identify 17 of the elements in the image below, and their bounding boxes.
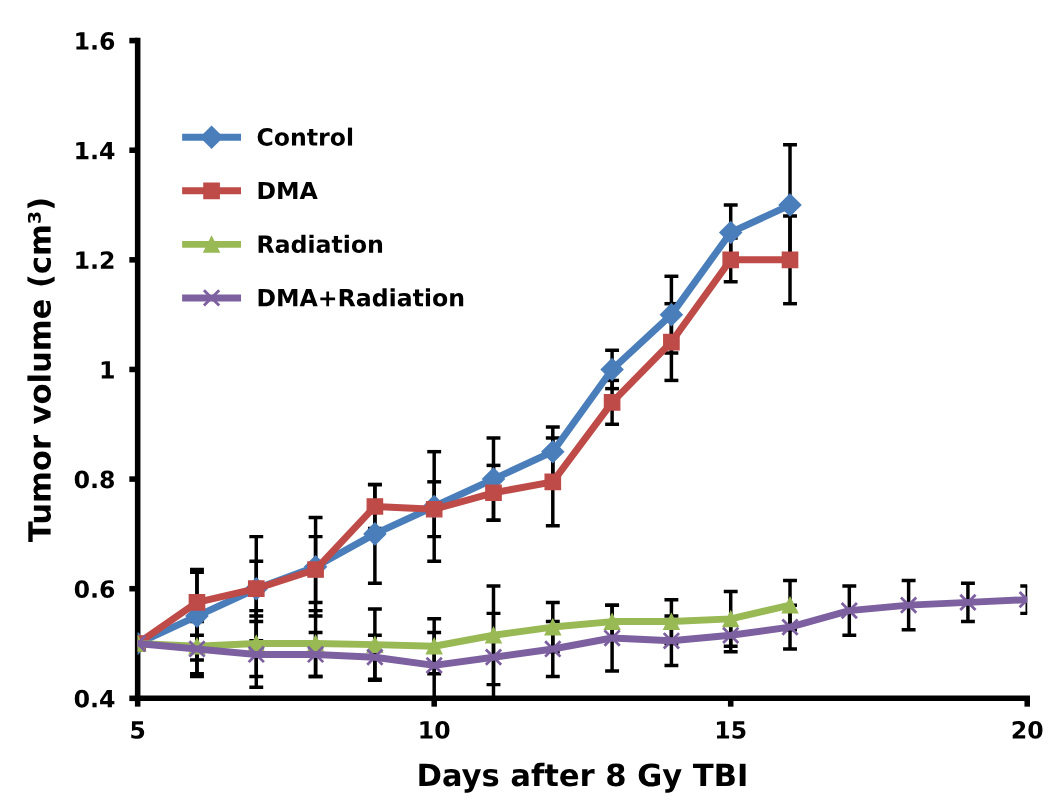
y-axis-title: Tumor volume (cm³): [27, 199, 55, 542]
y-tick-label: 1.6: [76, 32, 115, 50]
x-tick-label: 5: [131, 721, 145, 739]
y-tick-label: 1: [101, 361, 114, 379]
legend-label: DMA+Radiation: [258, 288, 464, 307]
y-tick-label: 0.6: [74, 580, 115, 599]
y-tick-label: 1.4: [76, 141, 115, 160]
y-tick-label: 0.4: [74, 689, 115, 708]
x-tick-label: 10: [420, 720, 450, 739]
legend-label: Control: [257, 127, 353, 146]
legend-label: Radiation: [258, 234, 383, 253]
y-tick-label: 1.2: [76, 251, 114, 269]
x-tick-label: 20: [1012, 720, 1043, 739]
x-tick-label: 15: [716, 721, 746, 739]
y-tick-label: 0.8: [74, 470, 114, 489]
legend-label: DMA: [258, 181, 318, 200]
x-axis-title: Days after 8 Gy TBI: [419, 762, 746, 793]
